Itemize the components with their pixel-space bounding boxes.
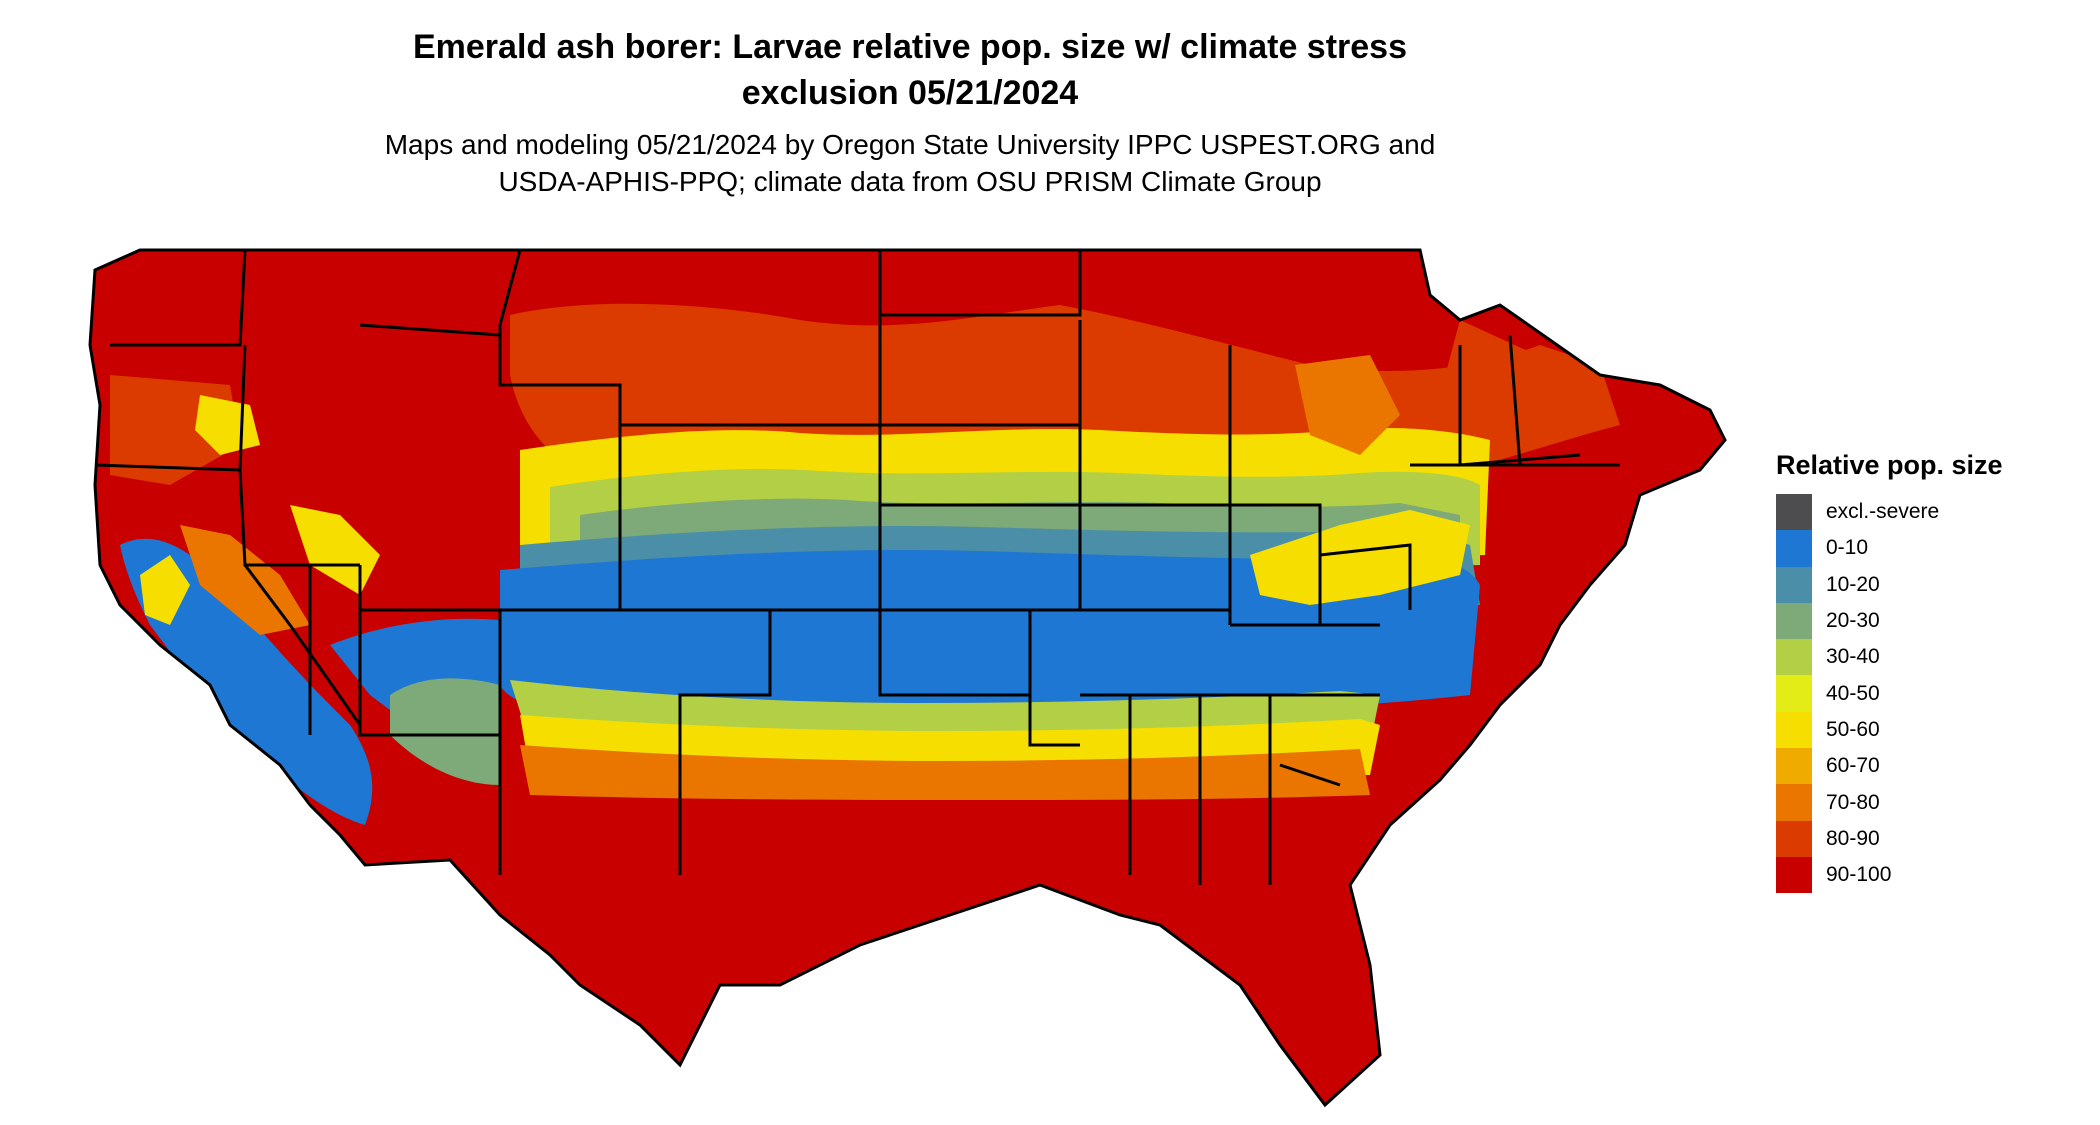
heat-raster [90,250,1725,1105]
title-line-2: exclusion 05/21/2024 [741,74,1079,112]
legend-label: 50-60 [1826,717,1880,741]
legend-swatch [1776,784,1812,821]
legend-label: 60-70 [1826,754,1880,778]
legend-item: 80-90 [1776,820,2076,857]
legend-label: 80-90 [1826,826,1880,850]
legend-items: excl.-severe 0-10 10-20 20-30 30-40 40-50 50-6… [1776,494,2076,894]
legend: Relative pop. size excl.-severe 0-10 10-20… [1776,448,2076,894]
legend-swatch [1776,748,1812,785]
legend-item: 10-20 [1776,566,2076,603]
legend-swatch [1776,494,1812,531]
legend-label: 0-10 [1826,536,1869,560]
legend-label: excl.-severe [1826,500,1940,524]
us-map [88,248,1727,1107]
subtitle-line-2: USDA-APHIS-PPQ; climate data from OSU PR… [498,166,1322,197]
legend-label: 70-80 [1826,790,1880,814]
legend-item: 0-10 [1776,530,2076,567]
subtitle-line-1: Maps and modeling 05/21/2024 by Oregon S… [384,129,1436,160]
legend-item: 60-70 [1776,748,2076,785]
legend-item: excl.-severe [1776,494,2076,531]
map-subtitle: Maps and modeling 05/21/2024 by Oregon S… [280,126,1540,200]
legend-swatch [1776,711,1812,749]
legend-item: 30-40 [1776,639,2076,676]
legend-title: Relative pop. size [1776,450,2003,480]
legend-label: 90-100 [1826,863,1892,887]
legend-label: 10-20 [1826,572,1880,596]
legend-swatch [1776,530,1812,567]
legend-swatch [1776,639,1812,676]
legend-swatch [1776,856,1812,894]
legend-item: 90-100 [1776,856,2076,894]
legend-item: 50-60 [1776,711,2076,749]
legend-item: 20-30 [1776,602,2076,640]
legend-item: 70-80 [1776,784,2076,821]
legend-swatch [1776,820,1812,857]
map-title: Emerald ash borer: Larvae relative pop. … [280,24,1540,116]
legend-label: 30-40 [1826,645,1880,669]
state-borders [88,248,1727,1107]
title-line-1: Emerald ash borer: Larvae relative pop. … [412,28,1407,66]
legend-swatch [1776,602,1812,640]
legend-swatch [1776,675,1812,712]
legend-swatch [1776,566,1812,603]
legend-item: 40-50 [1776,675,2076,712]
legend-label: 40-50 [1826,681,1880,705]
legend-label: 20-30 [1826,609,1880,633]
